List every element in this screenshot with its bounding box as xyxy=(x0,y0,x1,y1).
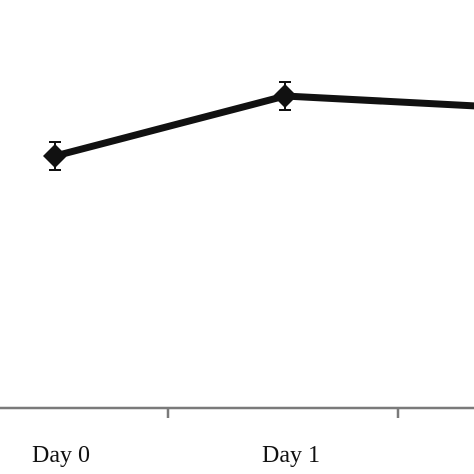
series-layer xyxy=(43,81,474,171)
tick-labels: Day 0 Day 1 xyxy=(32,442,320,468)
data-point-1 xyxy=(273,84,297,108)
series-line xyxy=(54,92,474,160)
data-point-0 xyxy=(43,144,67,168)
x-tick-label-1: Day 1 xyxy=(262,442,320,468)
x-axis xyxy=(0,406,474,418)
x-tick-label-0: Day 0 xyxy=(32,442,90,468)
